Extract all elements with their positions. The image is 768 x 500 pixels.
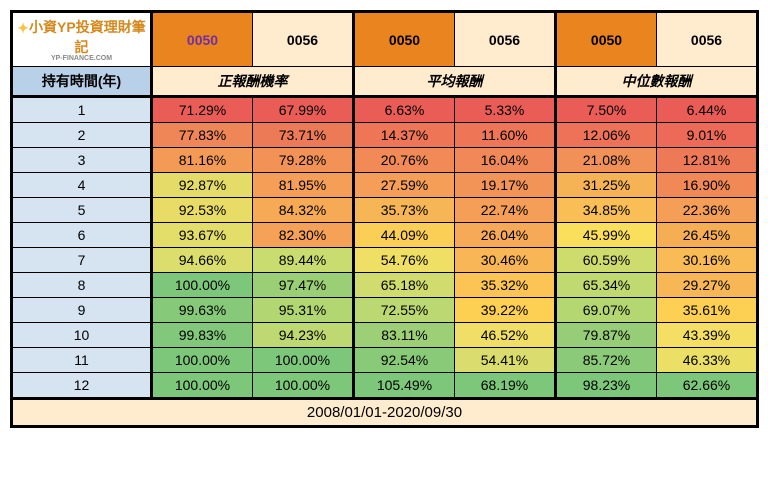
data-cell: 16.90% [657, 173, 758, 198]
data-cell: 72.55% [354, 298, 455, 323]
data-cell: 81.16% [152, 148, 253, 173]
data-cell: 60.59% [556, 248, 657, 273]
data-cell: 44.09% [354, 223, 455, 248]
data-cell: 65.18% [354, 273, 455, 298]
ticker-header-1: 0056 [253, 12, 354, 67]
data-cell: 22.36% [657, 198, 758, 223]
year-cell: 2 [12, 123, 152, 148]
data-cell: 62.66% [657, 373, 758, 399]
data-cell: 39.22% [455, 298, 556, 323]
data-cell: 68.19% [455, 373, 556, 399]
data-cell: 73.71% [253, 123, 354, 148]
data-cell: 46.52% [455, 323, 556, 348]
date-range-footer: 2008/01/01-2020/09/30 [12, 399, 758, 427]
year-cell: 12 [12, 373, 152, 399]
data-cell: 9.01% [657, 123, 758, 148]
data-cell: 54.41% [455, 348, 556, 373]
data-cell: 29.27% [657, 273, 758, 298]
ticker-header-2: 0050 [354, 12, 455, 67]
data-cell: 84.32% [253, 198, 354, 223]
logo-cell: ✦小資YP投資理財筆記YP-FINANCE.COM [12, 12, 152, 67]
data-cell: 21.08% [556, 148, 657, 173]
year-cell: 7 [12, 248, 152, 273]
data-cell: 12.06% [556, 123, 657, 148]
data-cell: 22.74% [455, 198, 556, 223]
year-cell: 8 [12, 273, 152, 298]
data-cell: 81.95% [253, 173, 354, 198]
data-cell: 94.66% [152, 248, 253, 273]
data-cell: 34.85% [556, 198, 657, 223]
data-cell: 45.99% [556, 223, 657, 248]
holding-period-header: 持有時間(年) [12, 67, 152, 97]
ticker-header-4: 0050 [556, 12, 657, 67]
data-cell: 46.33% [657, 348, 758, 373]
data-cell: 26.45% [657, 223, 758, 248]
data-cell: 67.99% [253, 97, 354, 123]
data-cell: 79.28% [253, 148, 354, 173]
ticker-header-5: 0056 [657, 12, 758, 67]
data-cell: 5.33% [455, 97, 556, 123]
data-cell: 100.00% [253, 348, 354, 373]
data-cell: 11.60% [455, 123, 556, 148]
data-cell: 100.00% [253, 373, 354, 399]
data-cell: 54.76% [354, 248, 455, 273]
data-cell: 93.67% [152, 223, 253, 248]
data-cell: 95.31% [253, 298, 354, 323]
group-header-0: 正報酬機率 [152, 67, 354, 97]
data-cell: 30.46% [455, 248, 556, 273]
data-cell: 31.25% [556, 173, 657, 198]
data-cell: 92.54% [354, 348, 455, 373]
data-cell: 19.17% [455, 173, 556, 198]
data-cell: 6.44% [657, 97, 758, 123]
logo-title: 小資YP投資理財筆記 [29, 19, 146, 55]
year-cell: 9 [12, 298, 152, 323]
data-cell: 43.39% [657, 323, 758, 348]
data-cell: 30.16% [657, 248, 758, 273]
ticker-header-3: 0056 [455, 12, 556, 67]
data-cell: 16.04% [455, 148, 556, 173]
data-cell: 14.37% [354, 123, 455, 148]
data-cell: 82.30% [253, 223, 354, 248]
data-cell: 6.63% [354, 97, 455, 123]
year-cell: 4 [12, 173, 152, 198]
year-cell: 5 [12, 198, 152, 223]
data-cell: 99.83% [152, 323, 253, 348]
year-cell: 3 [12, 148, 152, 173]
data-cell: 27.59% [354, 173, 455, 198]
data-cell: 20.76% [354, 148, 455, 173]
year-cell: 6 [12, 223, 152, 248]
data-cell: 100.00% [152, 273, 253, 298]
data-cell: 77.83% [152, 123, 253, 148]
year-cell: 10 [12, 323, 152, 348]
data-cell: 35.73% [354, 198, 455, 223]
data-cell: 83.11% [354, 323, 455, 348]
data-cell: 100.00% [152, 348, 253, 373]
data-cell: 79.87% [556, 323, 657, 348]
group-header-1: 平均報酬 [354, 67, 556, 97]
data-cell: 35.32% [455, 273, 556, 298]
year-cell: 11 [12, 348, 152, 373]
year-cell: 1 [12, 97, 152, 123]
etf-comparison-table: ✦小資YP投資理財筆記YP-FINANCE.COM005000560050005… [10, 10, 759, 428]
data-cell: 69.07% [556, 298, 657, 323]
data-cell: 100.00% [152, 373, 253, 399]
data-cell: 12.81% [657, 148, 758, 173]
data-cell: 89.44% [253, 248, 354, 273]
data-cell: 92.53% [152, 198, 253, 223]
data-cell: 35.61% [657, 298, 758, 323]
data-cell: 94.23% [253, 323, 354, 348]
data-cell: 97.47% [253, 273, 354, 298]
data-cell: 71.29% [152, 97, 253, 123]
data-cell: 26.04% [455, 223, 556, 248]
data-cell: 7.50% [556, 97, 657, 123]
data-cell: 85.72% [556, 348, 657, 373]
logo-sub: YP-FINANCE.COM [15, 55, 148, 62]
data-cell: 98.23% [556, 373, 657, 399]
data-cell: 65.34% [556, 273, 657, 298]
data-cell: 92.87% [152, 173, 253, 198]
ticker-header-0: 0050 [152, 12, 253, 67]
data-cell: 99.63% [152, 298, 253, 323]
group-header-2: 中位數報酬 [556, 67, 758, 97]
data-cell: 105.49% [354, 373, 455, 399]
